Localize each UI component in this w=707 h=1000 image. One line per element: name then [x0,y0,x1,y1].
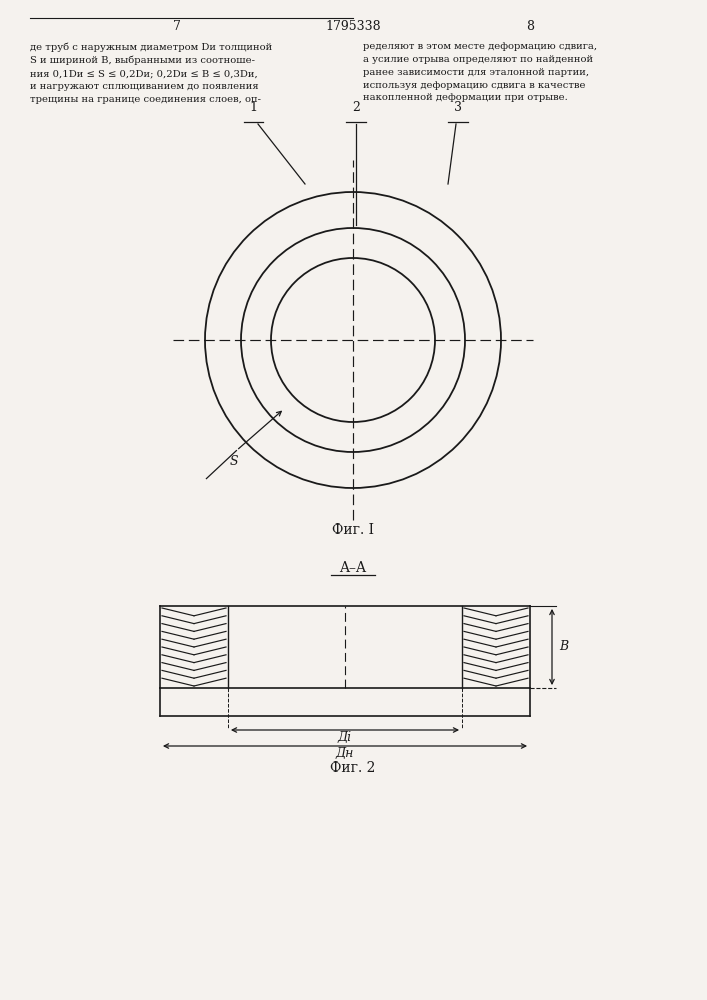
Text: B: B [559,641,568,654]
Text: 3: 3 [454,101,462,114]
Text: де труб с наружным диаметром Dи толщиной
S и шириной B, выбранными из соотноше-
: де труб с наружным диаметром Dи толщиной… [30,42,272,104]
Text: 8: 8 [526,19,534,32]
Text: Ді: Ді [338,731,352,744]
Text: 1: 1 [249,101,257,114]
Text: 1795338: 1795338 [325,19,381,32]
Text: Фиг. I: Фиг. I [332,523,374,537]
Text: 2: 2 [352,101,360,114]
Text: Дн: Дн [336,747,354,760]
Text: S: S [230,455,239,468]
Text: A–A: A–A [339,561,366,575]
Text: ределяют в этом месте деформацию сдвига,
а усилие отрыва определяют по найденной: ределяют в этом месте деформацию сдвига,… [363,42,597,102]
Text: 7: 7 [173,19,181,32]
Text: Фиг. 2: Фиг. 2 [330,761,375,775]
